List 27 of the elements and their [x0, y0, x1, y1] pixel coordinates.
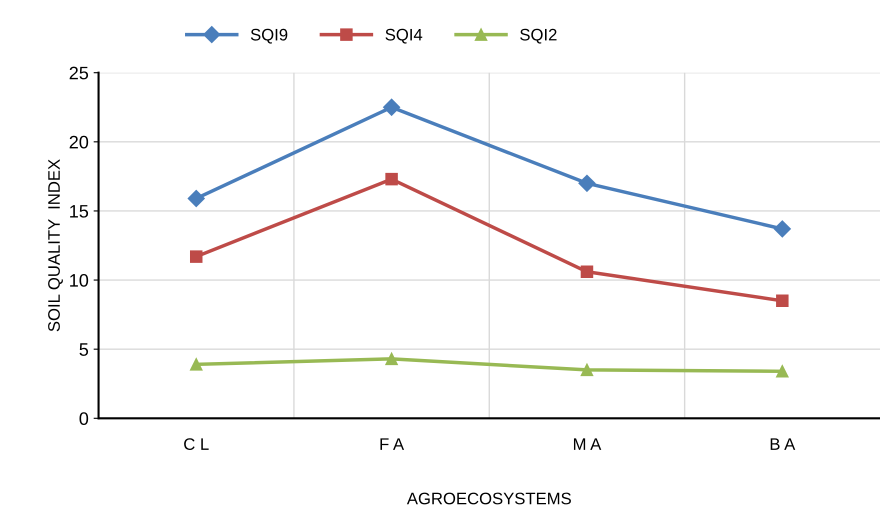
point	[385, 352, 398, 366]
x-tick-label: M A	[574, 438, 602, 450]
y-tick-label: 5	[80, 343, 88, 356]
point	[190, 358, 202, 371]
y-tick-label: 0	[80, 412, 88, 426]
x-tick-label: C L	[184, 438, 209, 450]
y-axis-title: SOIL QUALITY INDEX	[48, 159, 63, 332]
point	[578, 174, 596, 192]
y-tick-label: 25	[70, 66, 88, 80]
x-tick-label: F A	[380, 438, 404, 450]
legend-label: SQI9	[250, 28, 288, 44]
y-tick-label: 10	[70, 274, 88, 287]
point	[580, 266, 594, 278]
point	[188, 190, 205, 208]
y-tick-label: 20	[70, 136, 88, 149]
y-tick-label: 15	[70, 205, 88, 218]
point	[190, 250, 202, 263]
point	[383, 98, 400, 116]
point	[385, 172, 398, 186]
point	[580, 364, 594, 376]
x-axis-title: AGROECOSYSTEMS	[406, 492, 571, 504]
point	[774, 220, 791, 238]
legend-label: SQI4	[386, 28, 422, 44]
x-tick-label: B A	[770, 438, 796, 450]
point	[776, 294, 789, 308]
point	[776, 365, 789, 378]
legend-label: SQI2	[520, 28, 557, 44]
